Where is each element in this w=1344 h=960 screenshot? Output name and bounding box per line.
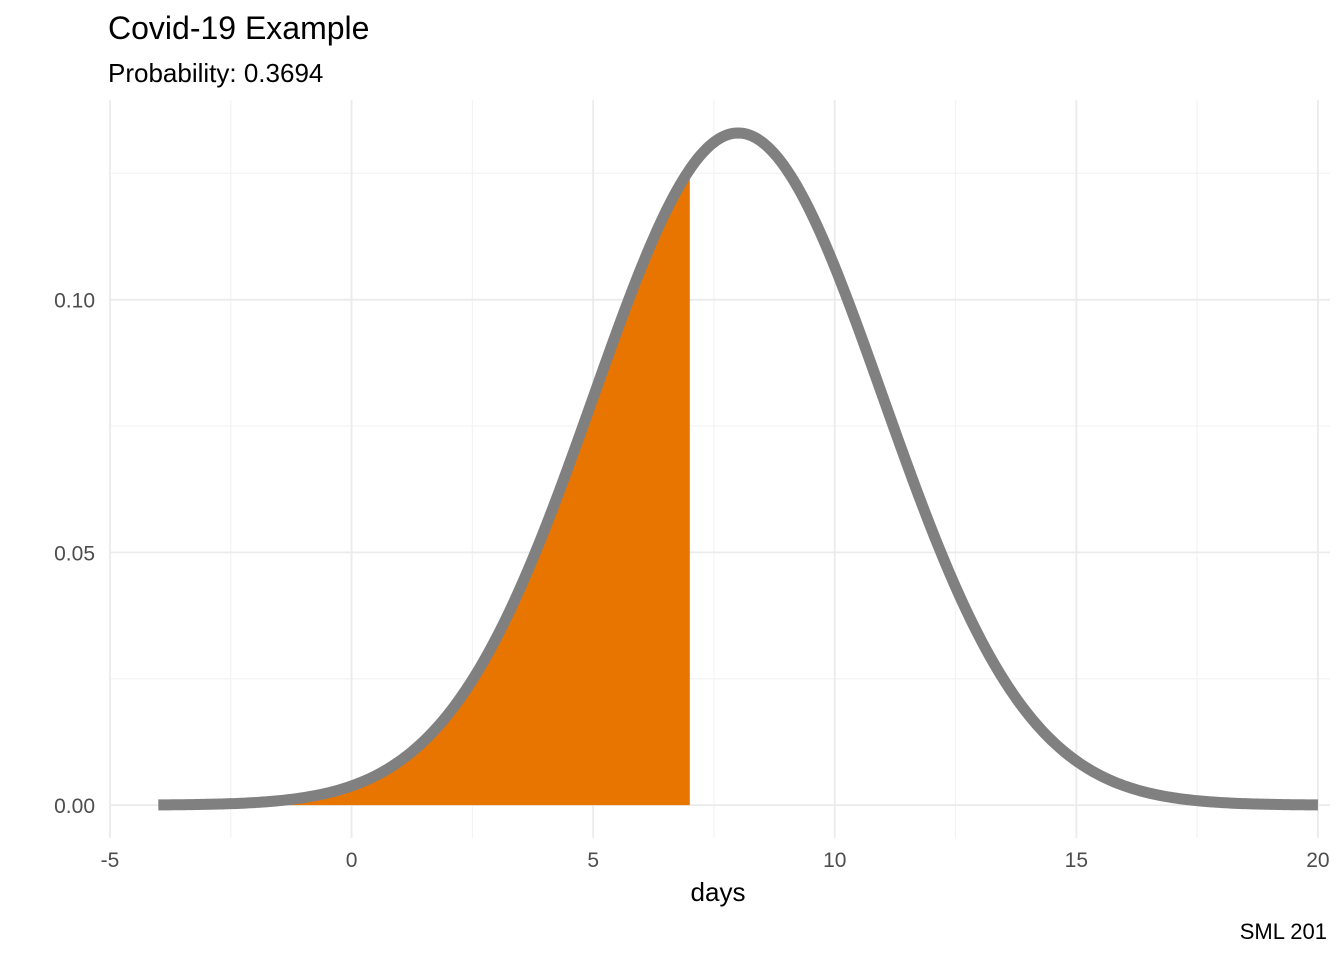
- shaded-probability-area: [288, 169, 690, 806]
- y-tick-label: 0.10: [54, 290, 95, 313]
- x-tick-label: 0: [346, 849, 358, 872]
- chart-title: Covid-19 Example: [108, 10, 370, 46]
- y-tick-label: 0.00: [54, 795, 95, 818]
- x-tick-labels: -5 0 5 10 15 20: [101, 849, 1330, 872]
- y-tick-label: 0.05: [54, 542, 95, 565]
- x-tick-label: 10: [823, 849, 846, 872]
- chart-subtitle: Probability: 0.3694: [108, 58, 324, 88]
- x-tick-label: 15: [1065, 849, 1088, 872]
- grid-layer: [109, 100, 1330, 838]
- y-tick-labels: 0.00 0.05 0.10: [54, 290, 95, 818]
- x-tick-label: 20: [1306, 849, 1329, 872]
- x-tick-label: -5: [101, 849, 120, 872]
- x-axis-label: days: [691, 877, 746, 907]
- density-curve: [155, 127, 1321, 811]
- x-tick-label: 5: [587, 849, 599, 872]
- chart-caption: SML 201: [1239, 919, 1327, 944]
